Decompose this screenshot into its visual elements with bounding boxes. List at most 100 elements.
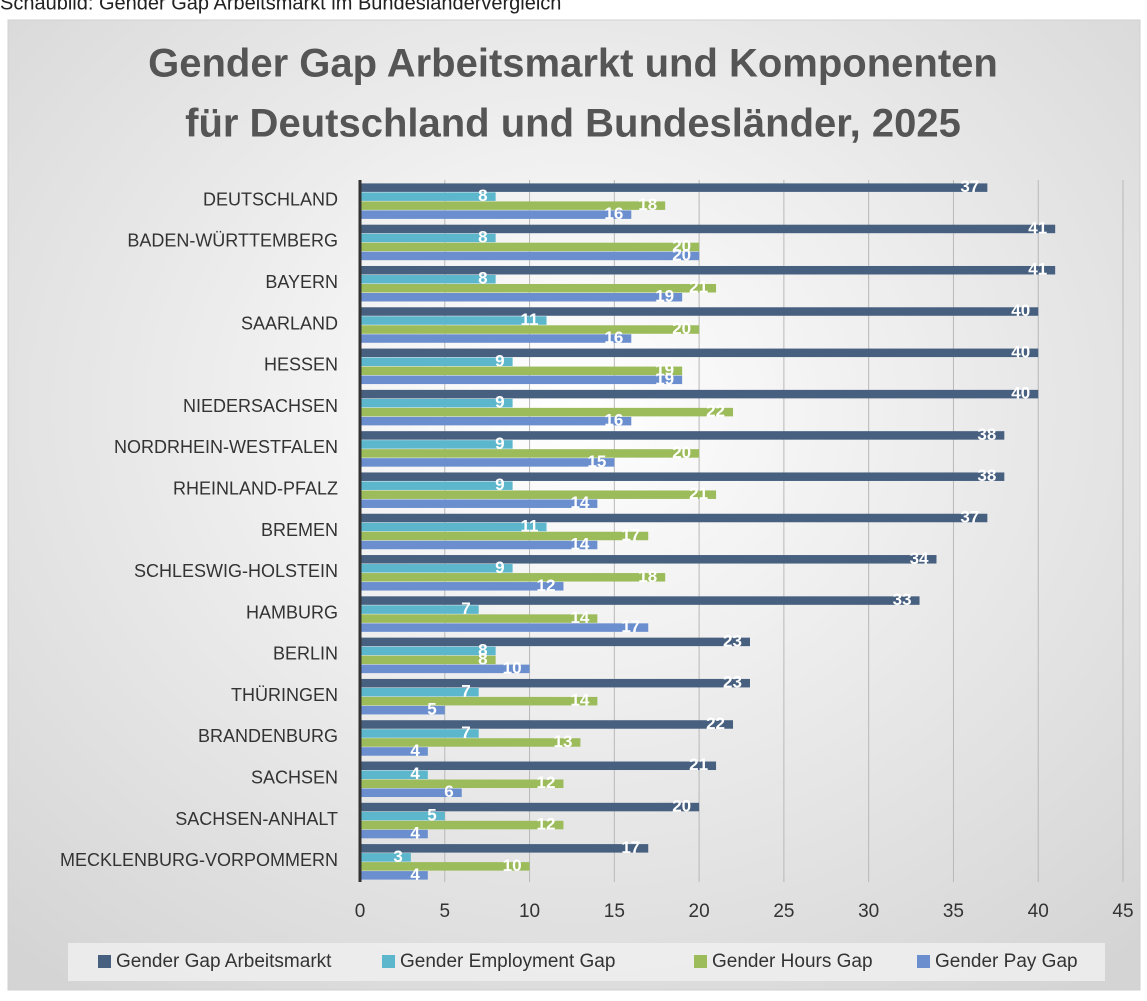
bar (360, 788, 462, 798)
data-label: 5 (427, 700, 436, 719)
data-label: 8 (478, 649, 487, 668)
data-label: 19 (655, 287, 674, 306)
data-label: 8 (478, 269, 487, 288)
data-label: 19 (655, 369, 674, 388)
data-label: 41 (1028, 260, 1047, 279)
data-label: 20 (672, 797, 691, 816)
data-label: 7 (461, 682, 470, 701)
legend-label: Gender Gap Arbeitsmarkt (116, 951, 332, 972)
data-label: 18 (638, 567, 657, 586)
y-tick-label: NIEDERSACHSEN (183, 396, 338, 416)
chart-title: für Deutschland und Bundesländer, 2025 (185, 102, 961, 146)
x-tick-label: 25 (773, 901, 794, 922)
bar (360, 416, 632, 426)
bar (360, 779, 564, 789)
data-label: 19 (655, 360, 674, 379)
legend-swatch (694, 955, 707, 968)
bar (360, 844, 649, 853)
bar (360, 738, 581, 747)
y-tick-label: MECKLENBURG-VORPOMMERN (60, 850, 338, 870)
y-tick-label: NORDRHEIN-WESTFALEN (114, 437, 338, 457)
data-label: 33 (893, 590, 912, 609)
data-label: 9 (495, 434, 504, 453)
data-label: 37 (960, 507, 979, 526)
bar (360, 472, 1005, 481)
y-tick-label: BADEN-WÜRTTEMBERG (127, 231, 338, 251)
caption: Schaubild: Gender Gap Arbeitsmarkt im Bu… (0, 0, 561, 14)
bar (360, 224, 1056, 234)
y-tick-label: DEUTSCHLAND (203, 189, 338, 209)
data-label: 22 (706, 402, 725, 421)
bar (360, 490, 717, 499)
data-label: 4 (410, 741, 420, 760)
bar (360, 664, 530, 674)
data-label: 16 (604, 328, 623, 347)
data-label: 14 (570, 534, 589, 553)
data-label: 21 (689, 755, 708, 774)
data-label: 4 (410, 824, 420, 843)
bar (360, 522, 547, 532)
data-label: 40 (1011, 301, 1030, 320)
bar (360, 348, 1039, 358)
data-label: 23 (723, 673, 742, 692)
data-label: 9 (495, 351, 504, 370)
data-label: 12 (537, 815, 556, 834)
bar (360, 316, 547, 325)
legend-swatch (382, 955, 395, 968)
data-label: 14 (570, 608, 589, 627)
data-label: 20 (672, 236, 691, 255)
legend-label: Gender Pay Gap (935, 951, 1078, 972)
data-label: 14 (570, 493, 589, 512)
data-label: 34 (910, 549, 929, 568)
x-tick-label: 15 (604, 901, 625, 922)
bar (360, 678, 750, 688)
data-label: 9 (495, 558, 504, 577)
bar (360, 747, 428, 756)
bar (360, 829, 428, 839)
bar (360, 357, 513, 367)
x-tick-label: 35 (943, 901, 964, 922)
y-tick-label: SACHSEN-ANHALT (175, 809, 338, 829)
x-tick-label: 45 (1112, 901, 1133, 922)
bar (360, 265, 1056, 275)
bar (360, 582, 564, 591)
bar (360, 802, 700, 812)
data-label: 6 (444, 782, 453, 801)
data-label: 9 (495, 393, 504, 412)
bar (360, 720, 734, 729)
bar (360, 283, 717, 293)
data-label: 21 (689, 278, 708, 297)
data-label: 16 (604, 204, 623, 223)
bar (360, 375, 683, 385)
bar (360, 233, 496, 243)
data-label: 10 (503, 856, 522, 875)
data-label: 22 (706, 714, 725, 733)
bar (360, 729, 479, 738)
data-label: 10 (503, 658, 522, 677)
bar (360, 307, 1039, 316)
y-tick-label: BERLIN (273, 644, 338, 664)
bar (360, 614, 598, 623)
data-label: 20 (672, 443, 691, 462)
data-label: 12 (537, 773, 556, 792)
bar (360, 820, 564, 830)
x-tick-label: 30 (858, 901, 879, 922)
data-label: 8 (478, 640, 487, 659)
y-tick-label: HAMBURG (246, 602, 338, 622)
data-label: 38 (977, 466, 996, 485)
data-label: 15 (587, 452, 606, 471)
bar (360, 696, 598, 706)
data-label: 8 (478, 186, 487, 205)
bar (360, 540, 598, 550)
data-label: 17 (621, 838, 640, 857)
bar (360, 513, 988, 523)
bar (360, 853, 411, 862)
data-label: 38 (977, 425, 996, 444)
bar (360, 389, 1039, 399)
bar (360, 499, 598, 508)
bar (360, 573, 666, 582)
bar (360, 655, 496, 665)
data-label: 17 (621, 525, 640, 544)
data-label: 18 (638, 195, 657, 214)
data-label: 23 (723, 631, 742, 650)
